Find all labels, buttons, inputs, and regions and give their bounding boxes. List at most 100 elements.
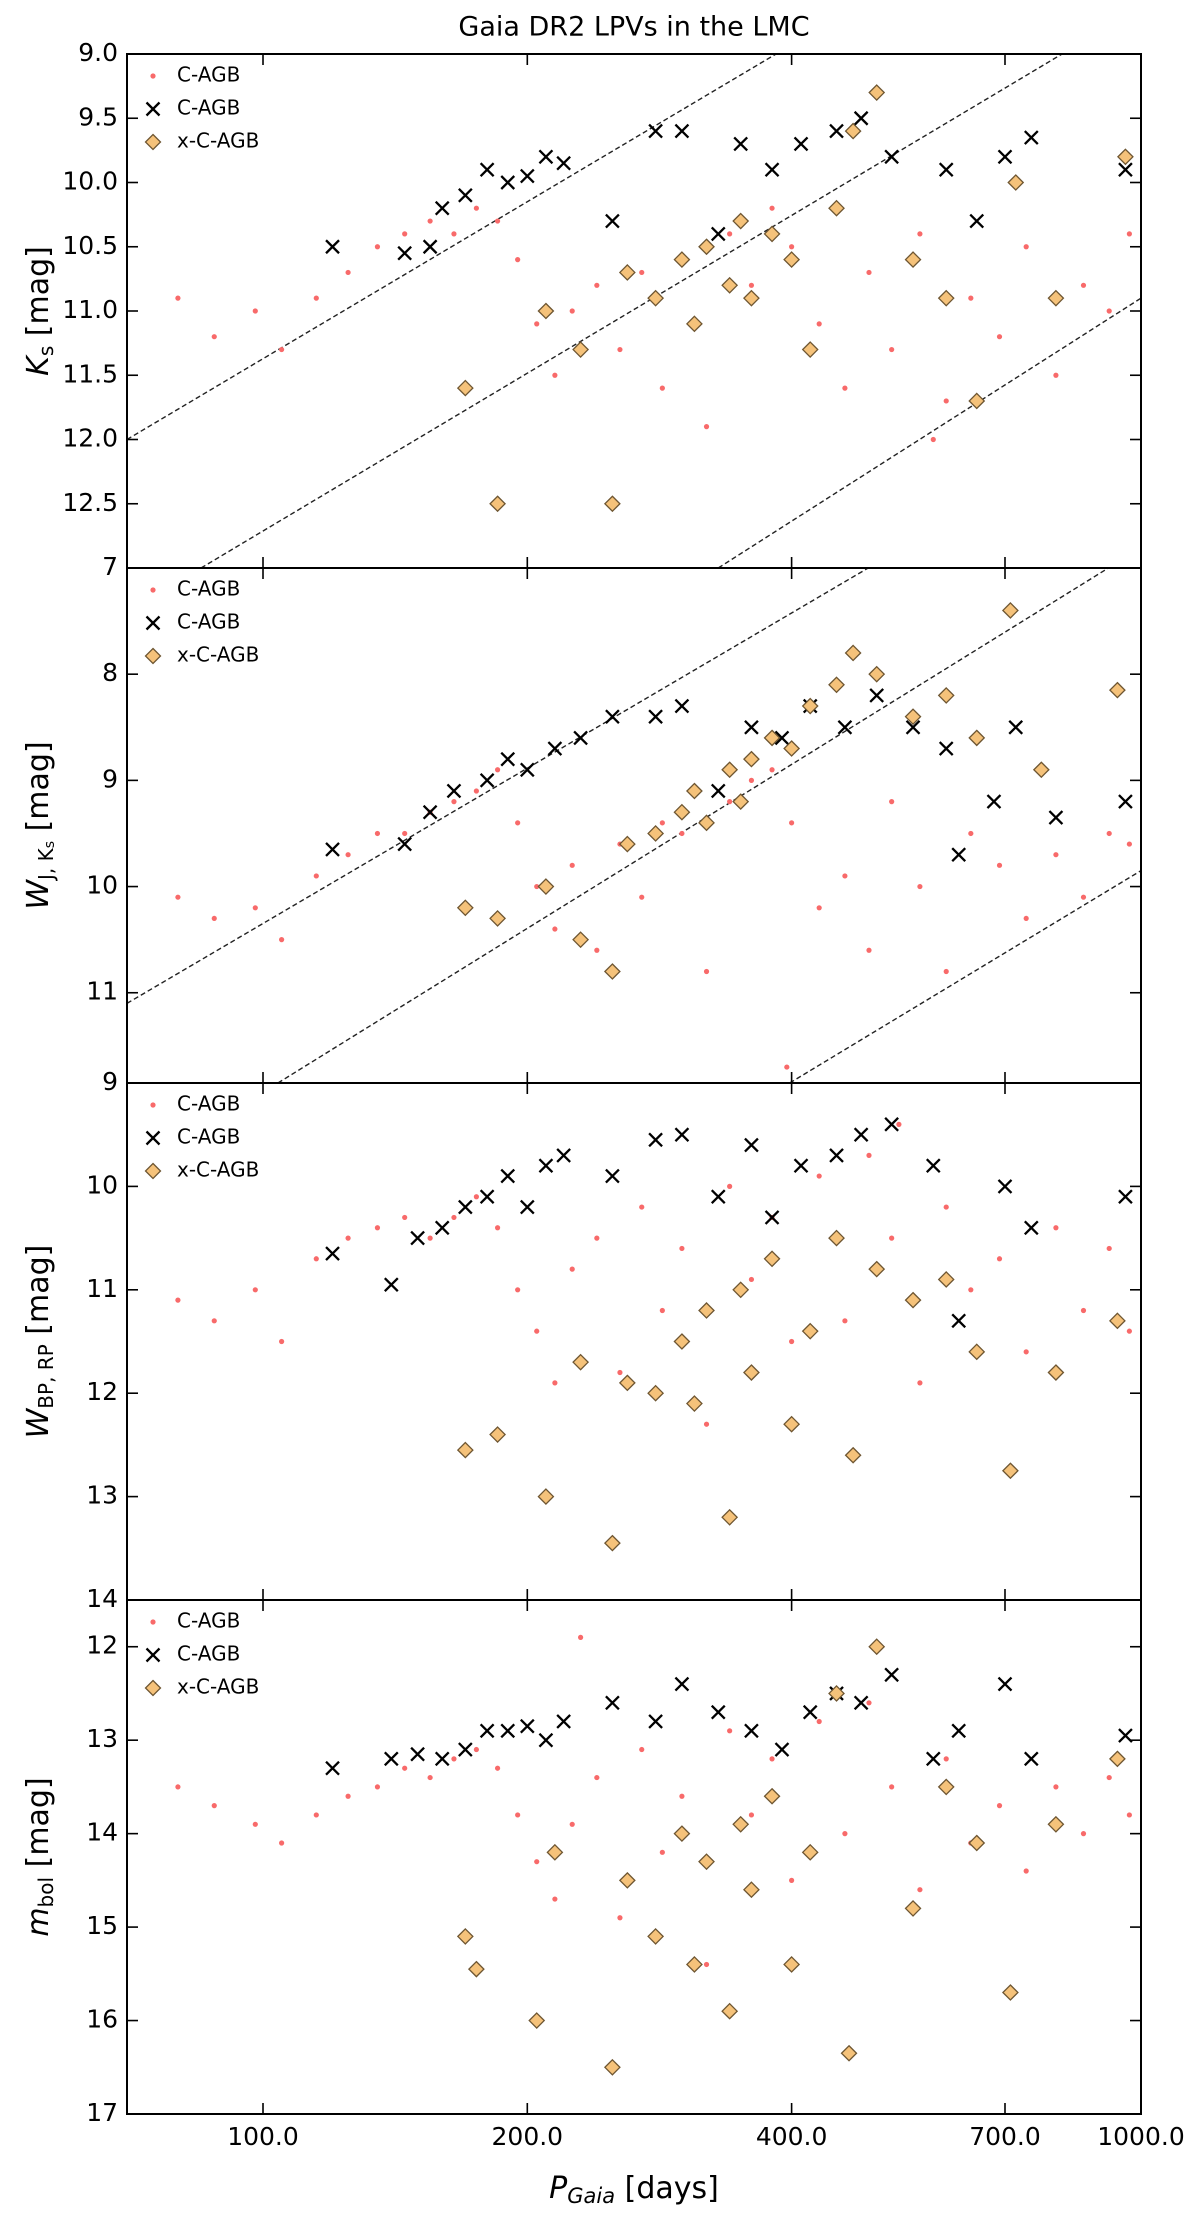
cross-marker: [434, 1220, 450, 1236]
point: [639, 269, 645, 276]
diamond-marker: [721, 761, 739, 779]
y-tick-label: 11.0: [62, 295, 118, 324]
reference-line: [200, 54, 1063, 568]
point: [1126, 231, 1132, 237]
point: [748, 1276, 755, 1283]
point: [659, 1849, 665, 1855]
point: [1080, 894, 1087, 900]
point: [1126, 1812, 1132, 1818]
y-tick-label: 12.5: [62, 488, 118, 517]
point: [769, 1756, 775, 1762]
point: [211, 334, 217, 340]
y-label-subsub: s: [42, 841, 58, 848]
diamond-marker: [1108, 681, 1126, 699]
point: [515, 820, 521, 826]
cross-marker: [397, 245, 412, 261]
y-label-space: [21, 831, 56, 841]
legend-label: x-C-AGB: [177, 643, 259, 667]
point: [534, 1859, 540, 1865]
point: [866, 269, 872, 276]
diamond-marker: [732, 212, 750, 230]
diamond-marker: [763, 225, 781, 243]
diamond-marker: [456, 1441, 474, 1459]
cross-marker: [764, 1210, 780, 1225]
point: [996, 862, 1003, 868]
point: [769, 767, 775, 773]
cross-marker: [500, 1168, 516, 1184]
legend-label: C-AGB: [177, 1609, 240, 1633]
y-label-symbol: W: [21, 1407, 56, 1438]
cross-marker: [774, 1742, 790, 1757]
point: [345, 852, 351, 858]
cross-marker: [500, 1723, 516, 1739]
diamond-marker: [868, 665, 886, 683]
point: [639, 894, 645, 900]
y-tick-label: 11.5: [62, 359, 118, 388]
y-tick-label: 14: [86, 1584, 118, 1613]
y-tick-label: 9: [102, 1067, 118, 1096]
cross-marker: [938, 162, 954, 177]
cross-marker: [434, 1751, 450, 1767]
diamond-marker: [721, 2002, 739, 2020]
diamond-marker: [844, 122, 862, 140]
point: [175, 894, 181, 900]
diamond-marker: [828, 1229, 845, 1247]
legend-marker: [150, 587, 156, 593]
y-tick-label: 13: [86, 1481, 118, 1510]
diamond-marker: [673, 251, 691, 269]
diamond-marker: [1001, 1984, 1019, 2001]
point: [943, 968, 949, 975]
cross-marker: [884, 149, 899, 165]
diamond-marker: [698, 238, 715, 256]
cross-marker: [744, 1137, 759, 1153]
point: [569, 862, 575, 868]
diamond-marker: [904, 1899, 922, 1917]
diamond-marker: [647, 825, 665, 842]
cross-marker: [829, 123, 844, 139]
point: [1080, 1307, 1087, 1314]
cross-marker: [547, 741, 563, 756]
point: [842, 1831, 848, 1837]
point: [1106, 308, 1112, 314]
point: [1053, 1784, 1059, 1790]
y-label-unit: [mag]: [21, 1245, 56, 1335]
diamond-marker: [968, 729, 986, 747]
point: [1106, 1245, 1112, 1252]
x-tick-label: 1000.0: [1097, 2122, 1184, 2151]
diamond-marker: [721, 1508, 739, 1526]
cross-marker: [605, 213, 620, 229]
legend-marker: [150, 1102, 156, 1108]
diamond-marker: [489, 495, 506, 513]
point: [703, 968, 710, 975]
point: [494, 1225, 501, 1231]
cross-marker: [397, 836, 412, 852]
point: [889, 346, 895, 353]
point: [569, 308, 575, 314]
cross-marker: [648, 123, 663, 139]
point: [374, 244, 381, 250]
y-tick-label: 10: [86, 1170, 118, 1199]
point: [252, 308, 258, 314]
point: [866, 947, 872, 953]
diamond-marker: [603, 2058, 621, 2076]
y-tick-label: 9.5: [78, 102, 118, 131]
legend-marker: [150, 1619, 156, 1625]
point: [279, 346, 285, 353]
axes-frame: [126, 1599, 1142, 2115]
point: [943, 1756, 949, 1762]
point: [451, 231, 457, 237]
cross-marker: [519, 1199, 535, 1215]
cross-marker: [793, 136, 809, 152]
cross-marker: [997, 1179, 1013, 1194]
diamond-marker: [732, 793, 750, 811]
point: [1053, 1225, 1059, 1231]
y-tick-label: 15: [86, 1911, 118, 1940]
cross-marker: [744, 1723, 759, 1739]
cross-marker: [605, 1695, 620, 1711]
cross-marker: [802, 1704, 818, 1720]
diamond-marker: [698, 1853, 715, 1871]
point: [889, 1784, 895, 1790]
diamond-marker: [1108, 1750, 1126, 1768]
diamond-marker: [968, 392, 986, 410]
point: [594, 1774, 600, 1781]
